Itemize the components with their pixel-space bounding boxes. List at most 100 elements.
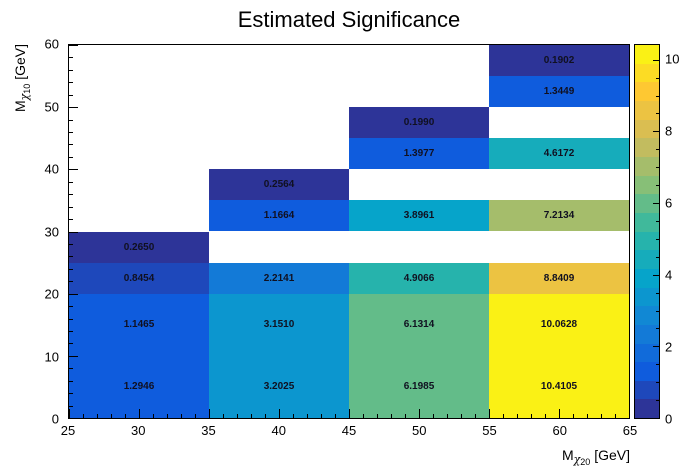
y-axis-tick	[69, 156, 73, 158]
heatmap-cell: 1.3977	[349, 138, 489, 170]
colorbar-tick	[656, 238, 659, 240]
x-axis-tick-label: 50	[412, 423, 427, 438]
colorbar-tick	[656, 149, 659, 151]
y-axis-tick	[69, 268, 73, 270]
y-axis-tick	[69, 45, 78, 46]
cell-value-label: 2.2141	[263, 272, 295, 284]
x-axis-tick	[237, 414, 238, 418]
y-axis-tick	[69, 281, 73, 283]
plot-title: Estimated Significance	[237, 7, 461, 32]
x-axis-tick	[125, 414, 126, 418]
x-axis-tick	[405, 414, 406, 418]
y-axis-tick	[69, 231, 78, 233]
x-axis-title-unit: [GeV]	[590, 447, 630, 463]
y-axis-tick	[69, 69, 73, 71]
colorbar-tick-labels: 0 2 4 6 8 10	[665, 44, 695, 426]
y-axis-title-unit: [GeV]	[12, 44, 28, 84]
x-axis-tick	[461, 414, 462, 418]
colorbar-band	[635, 343, 659, 363]
x-axis-tick	[335, 414, 336, 418]
cell-value-label: 1.1465	[123, 319, 155, 331]
colorbar-tick	[653, 418, 659, 419]
heatmap-cells-layer: 1.2946 1.1465 0.8454 0.2650 3.2025 3.1510 2.21…	[69, 45, 629, 418]
y-axis-tick	[69, 256, 73, 258]
colorbar-band	[635, 231, 659, 251]
heatmap-cell: 0.1902	[489, 45, 629, 77]
colorbar-band	[635, 194, 659, 213]
x-axis-tick	[279, 409, 280, 418]
y-axis-tick	[69, 169, 78, 171]
colorbar-band	[635, 268, 659, 288]
heatmap-cell: 6.1985	[349, 355, 489, 418]
heatmap-cell: 8.8409	[489, 262, 629, 294]
colorbar-tick-label: 4	[665, 267, 673, 283]
x-axis-tick	[489, 409, 490, 418]
x-axis-tick	[349, 409, 350, 418]
y-axis-tick	[69, 82, 73, 84]
x-axis-title: Mχ20 [GeV]	[562, 447, 630, 467]
y-axis-ticks	[69, 45, 629, 419]
y-axis-tick-label: 30	[44, 224, 59, 239]
colorbar-gradient	[635, 45, 659, 419]
cell-value-label: 10.0628	[540, 319, 578, 331]
y-axis-tick	[69, 119, 73, 121]
x-axis-tick	[559, 409, 560, 418]
x-axis-tick	[321, 414, 322, 418]
y-axis-tick-label: 0	[51, 411, 59, 427]
colorbar-tick	[656, 77, 659, 79]
heatmap-cell: 0.2650	[69, 231, 209, 263]
colorbar-tick-label: 0	[665, 411, 673, 427]
heatmap-cell: 7.2134	[489, 200, 629, 232]
cell-value-label: 6.1314	[403, 319, 435, 331]
colorbar-band	[635, 362, 659, 381]
x-axis-title-main: M	[561, 447, 574, 463]
x-axis-tick	[517, 414, 518, 418]
colorbar-band	[635, 380, 659, 400]
y-axis-tick	[69, 393, 73, 395]
x-axis-tick	[531, 414, 532, 418]
colorbar-band	[635, 63, 659, 83]
cell-value-label: 0.1902	[543, 55, 575, 67]
colorbar-tick	[656, 382, 659, 384]
x-axis-tick	[601, 414, 602, 418]
colorbar-tick	[653, 59, 659, 61]
y-axis-tick	[69, 57, 73, 59]
colorbar-tick-label: 6	[665, 195, 673, 211]
heatmap-cell: 3.2025	[209, 355, 349, 418]
plot-frame: 1.2946 1.1465 0.8454 0.2650 3.2025 3.1510 2.21…	[68, 44, 630, 419]
x-axis-tick	[139, 409, 140, 418]
x-axis-tick	[615, 414, 616, 418]
heatmap-cell: 10.4105	[489, 355, 629, 418]
colorbar-tick	[656, 167, 659, 169]
y-axis-title-main: M	[12, 100, 28, 113]
colorbar-band	[635, 45, 659, 64]
x-axis-tick	[111, 414, 112, 418]
colorbar-band	[635, 138, 659, 157]
y-axis-tick	[69, 132, 73, 134]
y-axis-tick	[69, 306, 73, 308]
x-axis-title-chi: χ	[573, 453, 581, 466]
colorbar-band	[635, 306, 659, 325]
x-axis-tick	[251, 414, 252, 418]
colorbar-band	[635, 119, 659, 139]
colorbar-band	[635, 399, 659, 419]
y-axis-tick-label: 50	[44, 99, 59, 114]
y-axis-tick-labels: 0 10 20 30 40 50 60	[0, 37, 62, 427]
x-axis-tick	[587, 414, 588, 418]
x-axis-tick-label: 40	[271, 423, 286, 438]
y-axis-tick	[69, 355, 78, 357]
colorbar-tick	[656, 256, 659, 258]
cell-value-label: 1.2946	[123, 381, 155, 393]
y-axis-title: Mχ10 [GeV]	[12, 44, 32, 112]
colorbar-tick	[656, 292, 659, 294]
cell-value-label: 0.2564	[263, 179, 295, 191]
y-axis-tick	[69, 368, 73, 370]
y-axis-tick	[69, 318, 73, 320]
colorbar-tick	[656, 185, 659, 187]
colorbar-band	[635, 250, 659, 269]
x-axis-title-subscript: 20	[580, 457, 591, 467]
x-axis-tick-label: 35	[201, 423, 216, 438]
colorbar-tick	[656, 310, 659, 312]
y-axis-tick	[69, 330, 73, 332]
